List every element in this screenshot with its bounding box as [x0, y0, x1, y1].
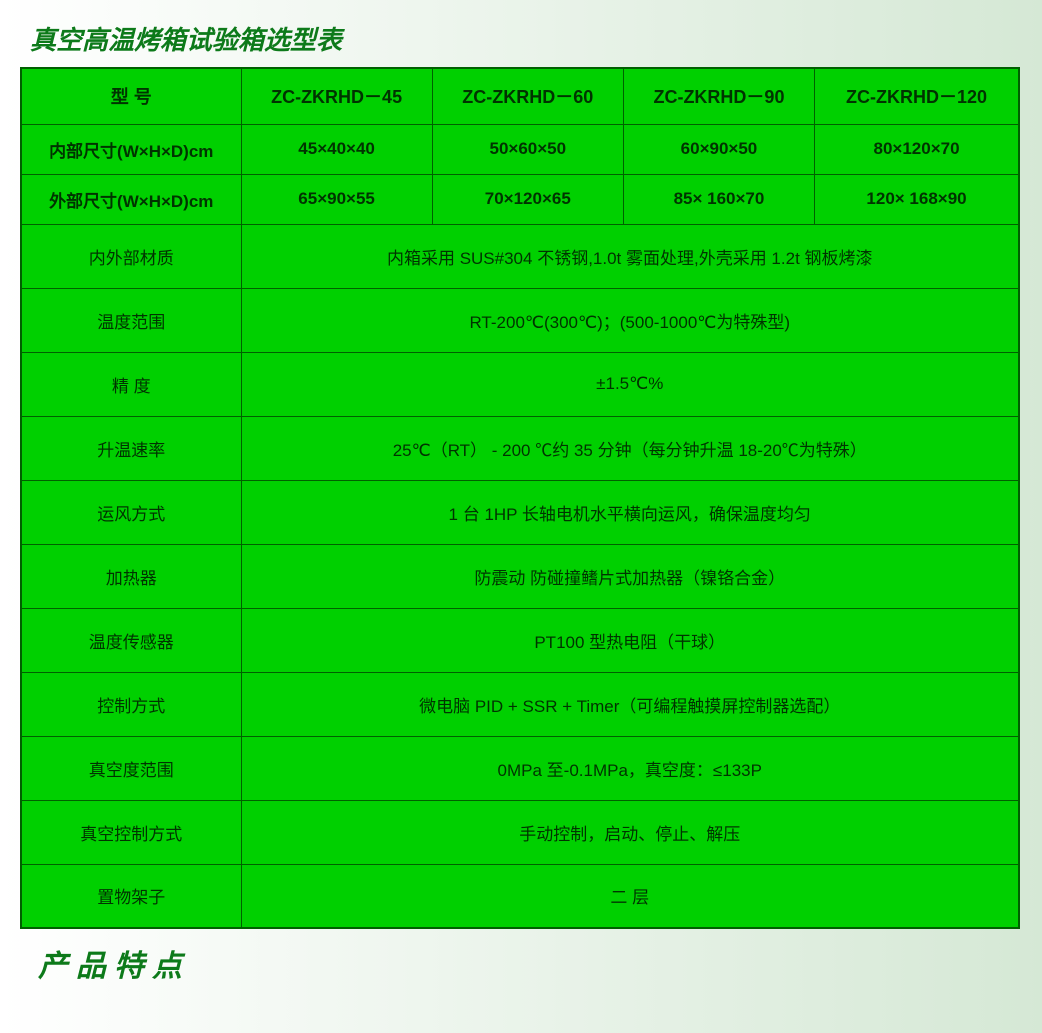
table-row: 置物架子 二 层	[21, 864, 1019, 928]
row-label: 置物架子	[21, 864, 241, 928]
row-label: 加热器	[21, 544, 241, 608]
col-header-3: ZC-ZKRHD－90	[623, 68, 814, 124]
cell: PT100 型热电阻（干球）	[241, 608, 1019, 672]
table-row: 内外部材质 内箱采用 SUS#304 不锈钢,1.0t 雾面处理,外壳采用 1.…	[21, 224, 1019, 288]
table-header-row: 型 号 ZC-ZKRHD－45 ZC-ZKRHD－60 ZC-ZKRHD－90 …	[21, 68, 1019, 124]
table-row: 控制方式 微电脑 PID + SSR + Timer（可编程触摸屏控制器选配）	[21, 672, 1019, 736]
cell: 80×120×70	[815, 124, 1019, 174]
cell: 0MPa 至-0.1MPa，真空度：≤133P	[241, 736, 1019, 800]
table-row: 真空控制方式 手动控制，启动、停止、解压	[21, 800, 1019, 864]
footer-title: 产品特点	[38, 941, 1022, 985]
table-row: 升温速率 25℃（RT） - 200 ℃约 35 分钟（每分钟升温 18-20℃…	[21, 416, 1019, 480]
row-label: 升温速率	[21, 416, 241, 480]
col-header-4: ZC-ZKRHD－120	[815, 68, 1019, 124]
row-label: 真空控制方式	[21, 800, 241, 864]
cell: 70×120×65	[432, 174, 623, 224]
row-label: 控制方式	[21, 672, 241, 736]
cell: 防震动 防碰撞鳍片式加热器（镍铬合金）	[241, 544, 1019, 608]
cell: 手动控制，启动、停止、解压	[241, 800, 1019, 864]
cell: ±1.5℃%	[241, 352, 1019, 416]
table-row: 内部尺寸(W×H×D)cm 45×40×40 50×60×50 60×90×50…	[21, 124, 1019, 174]
row-label: 外部尺寸(W×H×D)cm	[21, 174, 241, 224]
row-label: 温度传感器	[21, 608, 241, 672]
row-label: 内部尺寸(W×H×D)cm	[21, 124, 241, 174]
cell: 微电脑 PID + SSR + Timer（可编程触摸屏控制器选配）	[241, 672, 1019, 736]
row-label: 精 度	[21, 352, 241, 416]
col-header-1: ZC-ZKRHD－45	[241, 68, 432, 124]
cell: 120× 168×90	[815, 174, 1019, 224]
table-container: 型 号 ZC-ZKRHD－45 ZC-ZKRHD－60 ZC-ZKRHD－90 …	[20, 67, 1020, 929]
table-row: 外部尺寸(W×H×D)cm 65×90×55 70×120×65 85× 160…	[21, 174, 1019, 224]
cell: 二 层	[241, 864, 1019, 928]
cell: RT-200℃(300℃)；(500-1000℃为特殊型)	[241, 288, 1019, 352]
table-row: 运风方式 1 台 1HP 长轴电机水平横向运风，确保温度均匀	[21, 480, 1019, 544]
cell: 内箱采用 SUS#304 不锈钢,1.0t 雾面处理,外壳采用 1.2t 钢板烤…	[241, 224, 1019, 288]
table-row: 温度范围 RT-200℃(300℃)；(500-1000℃为特殊型)	[21, 288, 1019, 352]
cell: 65×90×55	[241, 174, 432, 224]
spec-table: 型 号 ZC-ZKRHD－45 ZC-ZKRHD－60 ZC-ZKRHD－90 …	[20, 67, 1020, 929]
col-header-model: 型 号	[21, 68, 241, 124]
cell: 25℃（RT） - 200 ℃约 35 分钟（每分钟升温 18-20℃为特殊）	[241, 416, 1019, 480]
cell: 60×90×50	[623, 124, 814, 174]
cell: 1 台 1HP 长轴电机水平横向运风，确保温度均匀	[241, 480, 1019, 544]
row-label: 运风方式	[21, 480, 241, 544]
table-row: 加热器 防震动 防碰撞鳍片式加热器（镍铬合金）	[21, 544, 1019, 608]
table-row: 精 度 ±1.5℃%	[21, 352, 1019, 416]
table-row: 温度传感器 PT100 型热电阻（干球）	[21, 608, 1019, 672]
page-title: 真空高温烤箱试验箱选型表	[30, 20, 1022, 57]
row-label: 内外部材质	[21, 224, 241, 288]
cell: 50×60×50	[432, 124, 623, 174]
col-header-2: ZC-ZKRHD－60	[432, 68, 623, 124]
row-label: 温度范围	[21, 288, 241, 352]
cell: 45×40×40	[241, 124, 432, 174]
row-label: 真空度范围	[21, 736, 241, 800]
cell: 85× 160×70	[623, 174, 814, 224]
table-row: 真空度范围 0MPa 至-0.1MPa，真空度：≤133P	[21, 736, 1019, 800]
